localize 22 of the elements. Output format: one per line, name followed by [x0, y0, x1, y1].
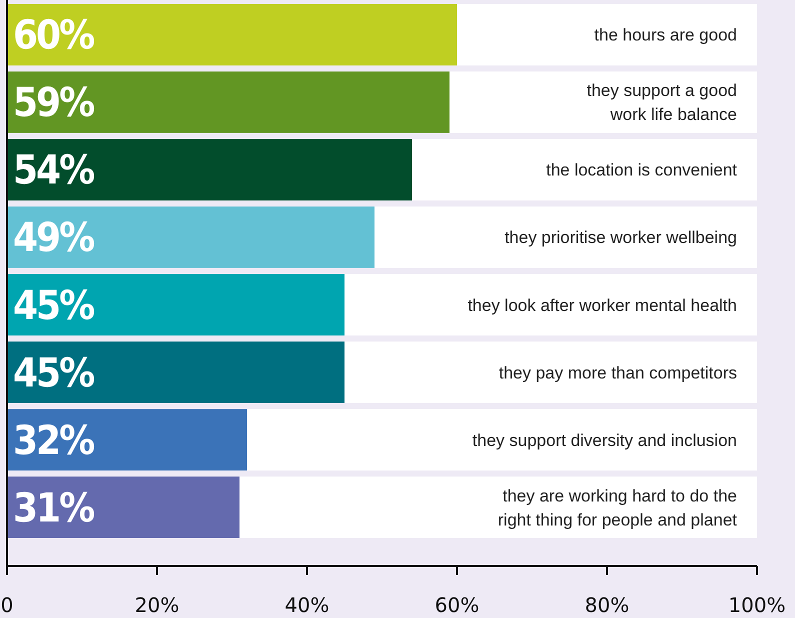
x-tick-label: 20% [134, 593, 180, 617]
data-label: 54% [13, 148, 94, 194]
y-tick-label: the hours are good [594, 26, 737, 45]
data-label: 32% [13, 418, 94, 464]
x-tick-label: 60% [434, 593, 480, 617]
y-tick-label: they are working hard to do the right thing for people and planet [498, 486, 738, 530]
data-label: 59% [13, 80, 94, 126]
y-tick-label: they look after worker mental health [468, 296, 737, 315]
y-tick-label: they support a good work life balance [586, 81, 737, 124]
x-tick-label: 100% [728, 593, 786, 617]
x-tick-label: 0 [0, 593, 14, 617]
y-tick-label: they prioritise worker wellbeing [504, 228, 737, 248]
y-tick-label: the location is convenient [546, 160, 738, 180]
data-label: 45% [13, 350, 94, 396]
x-tick-label: 40% [284, 593, 330, 617]
data-label: 31% [13, 485, 94, 532]
y-tick-label: they support diversity and inclusion [472, 430, 737, 450]
y-tick-label: they pay more than competitors [498, 363, 737, 382]
data-label: 49% [13, 215, 94, 262]
data-label: 60% [13, 12, 94, 59]
x-tick-label: 80% [584, 593, 630, 617]
data-label: 45% [13, 282, 94, 329]
